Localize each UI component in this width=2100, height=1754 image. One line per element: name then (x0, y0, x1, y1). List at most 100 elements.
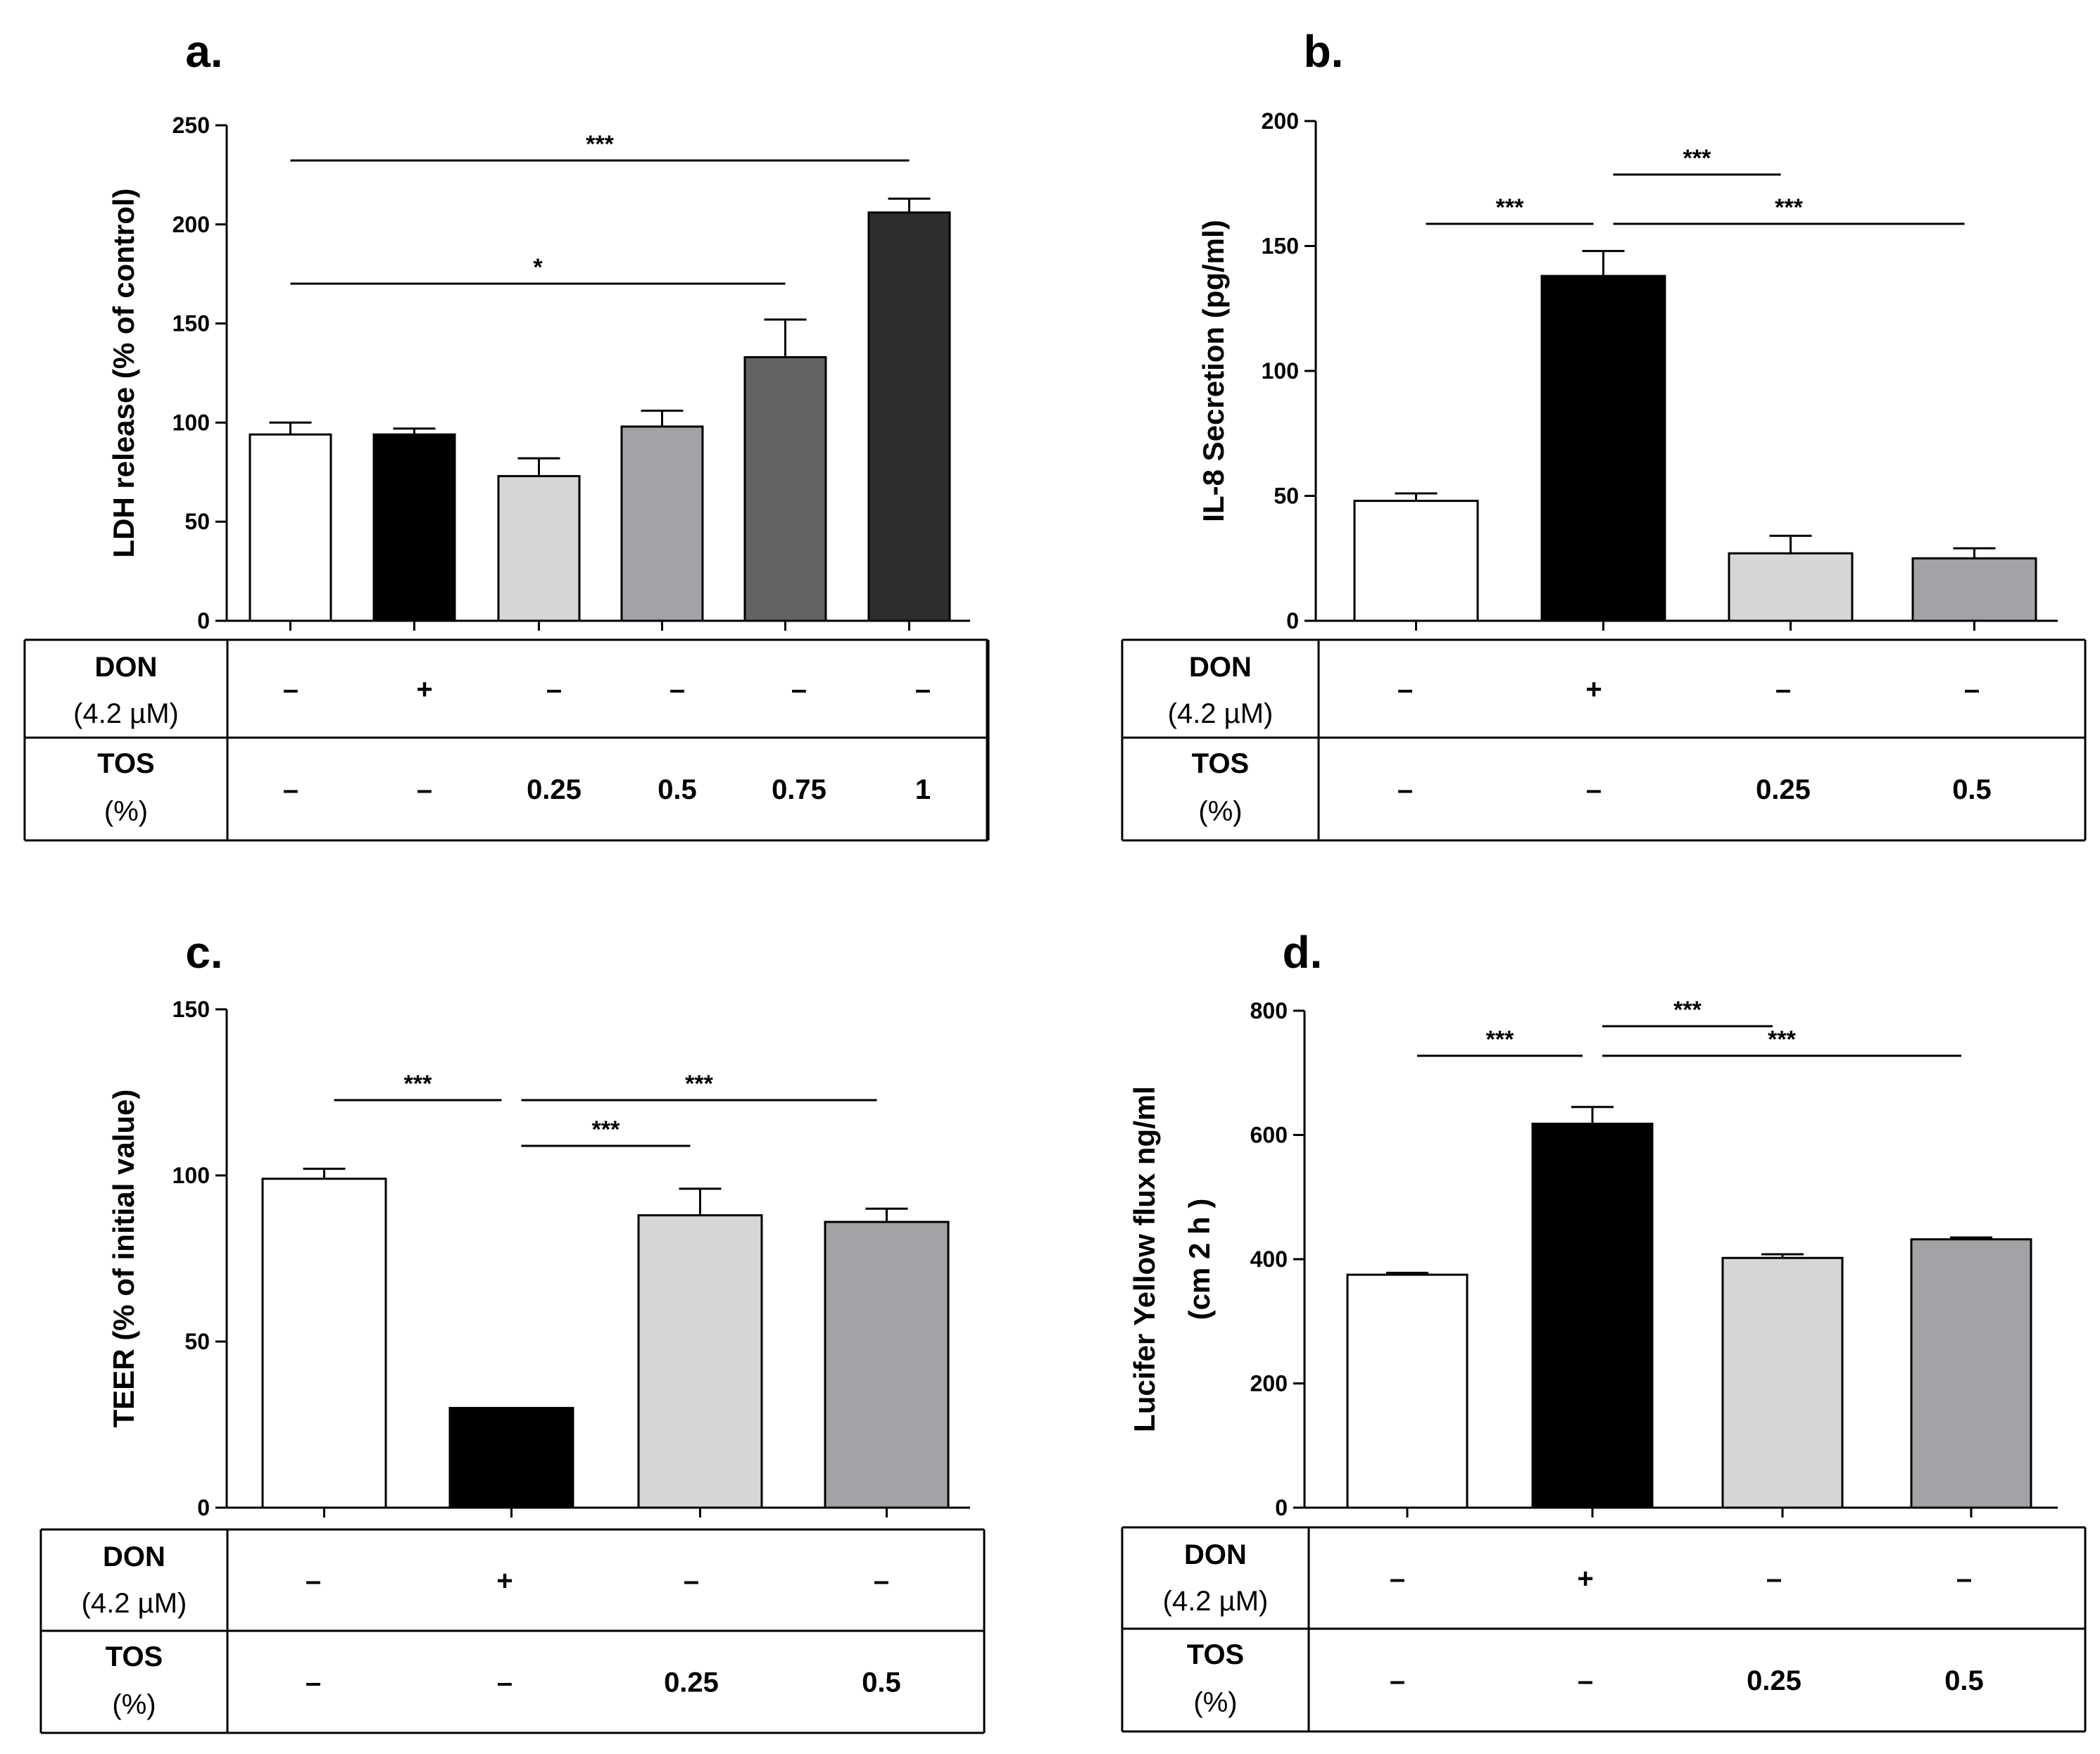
y-tick-label: 200 (172, 212, 210, 237)
significance-label: *** (1775, 194, 1803, 221)
table-don-concentration: (4.2 µM) (1168, 698, 1274, 729)
table-don-concentration: (4.2 µM) (82, 1588, 187, 1619)
table-tos-cell: 0.25 (664, 1667, 719, 1698)
y-tick-label: 150 (172, 997, 210, 1022)
bar (249, 433, 332, 622)
table-don-cell: – (1390, 1563, 1405, 1594)
table-don-cell: + (1577, 1563, 1593, 1594)
y-tick-label: 0 (197, 1495, 210, 1520)
y-tick-label: 0 (1286, 608, 1299, 633)
table-don-cell: – (874, 1565, 889, 1596)
table-tos-cell: 1 (915, 774, 931, 805)
panel-b: b. 0 50 100 150 200 IL-8 Secretion (pg/ml) *** *… (1121, 26, 2087, 842)
treatment-table: DON (4.2 µM) TOS (%) – + – – – – 0.25 0.5 (39, 1528, 986, 1734)
table-tos-label: TOS (106, 1641, 163, 1672)
table-don-concentration: (4.2 µM) (1163, 1586, 1269, 1617)
table-tos-unit: (%) (104, 796, 148, 827)
table-don-cell: – (669, 674, 685, 705)
y-axis-label-units: (cm 2 h ) (1183, 1199, 1216, 1320)
y-tick-label: 100 (172, 410, 210, 435)
table-don-cell: – (546, 674, 562, 705)
panel-letter: b. (1304, 26, 1344, 77)
y-tick-label: 800 (1250, 998, 1288, 1023)
table-don-cell: – (1766, 1563, 1782, 1594)
bar (1353, 500, 1479, 622)
significance-label: *** (404, 1071, 432, 1097)
table-tos-cell: 0.25 (1756, 774, 1811, 805)
treatment-table: DON (4.2 µM) TOS (%) – + – – – – – – 0.25 0.5 0.75 1 (23, 638, 990, 842)
treatment-table: DON (4.2 µM) TOS (%) – + – – – – 0.25 0.5 (1121, 1526, 2087, 1733)
bar (1540, 275, 1666, 622)
table-tos-cell: 0.75 (772, 774, 826, 805)
y-tick-label: 100 (1262, 358, 1299, 384)
significance-label: *** (1673, 997, 1702, 1023)
panel-letter: d. (1283, 927, 1323, 978)
table-don-cell: – (1397, 674, 1413, 705)
significance-label: *** (1486, 1026, 1514, 1053)
table-don-label: DON (1189, 652, 1252, 683)
table-don-cell: + (416, 674, 432, 705)
y-axis-label: TEER (% of initial value) (107, 1090, 140, 1428)
table-don-cell: – (1956, 1563, 1972, 1594)
table-tos-label: TOS (1192, 748, 1250, 779)
y-tick-label: 200 (1262, 108, 1299, 134)
y-tick-label: 100 (172, 1163, 210, 1188)
panel-letter: c. (185, 927, 222, 978)
y-tick-label: 50 (184, 1329, 210, 1354)
table-don-cell: – (791, 674, 807, 705)
table-tos-unit: (%) (112, 1689, 156, 1720)
table-don-cell: – (915, 674, 931, 705)
table-don-concentration: (4.2 µM) (73, 698, 179, 729)
panel-d: d. 0 200 400 600 800 Lucifer Yellow flux ng/ml… (1121, 927, 2087, 1733)
table-tos-unit: (%) (1193, 1687, 1237, 1718)
bar (743, 355, 827, 622)
bar (1531, 1123, 1654, 1509)
table-tos-unit: (%) (1198, 796, 1242, 827)
table-tos-label: TOS (97, 748, 155, 779)
panel-a: a. 0 50 100 150 200 250 LDH release (% of contr… (23, 26, 990, 842)
table-tos-cell: 0.25 (527, 774, 581, 805)
bar (1911, 557, 2037, 622)
y-tick-label: 400 (1250, 1247, 1288, 1272)
bar (1346, 1273, 1469, 1509)
bar (1910, 1238, 2032, 1509)
y-tick-label: 150 (1262, 234, 1299, 259)
table-don-cell: – (283, 674, 298, 705)
table-tos-cell: 0.5 (1952, 774, 1992, 805)
y-tick-label: 200 (1250, 1371, 1288, 1396)
significance-label: *** (1496, 194, 1524, 221)
significance-label: * (533, 254, 543, 281)
panel-letter: a. (185, 26, 222, 77)
table-tos-cell: 0.25 (1747, 1665, 1802, 1696)
bar (620, 425, 704, 622)
y-tick-label: 50 (184, 509, 210, 534)
table-tos-cell: – (283, 774, 298, 805)
bar (824, 1220, 950, 1509)
significance-label: *** (1768, 1026, 1796, 1053)
table-tos-label: TOS (1187, 1639, 1245, 1670)
bar (1728, 552, 1854, 622)
table-tos-cell: – (497, 1667, 513, 1698)
table-tos-cell: 0.5 (1944, 1665, 1984, 1696)
table-don-cell: – (1775, 674, 1791, 705)
table-tos-cell: 0.5 (658, 774, 697, 805)
treatment-table: DON (4.2 µM) TOS (%) – + – – – – 0.25 0.5 (1121, 638, 2087, 842)
table-don-cell: – (306, 1565, 321, 1596)
bar (637, 1214, 763, 1509)
significance-label: *** (685, 1071, 713, 1097)
y-axis-label: Lucifer Yellow flux ng/ml (1128, 1086, 1161, 1432)
table-tos-cell: – (306, 1667, 321, 1698)
bar (497, 474, 581, 622)
table-don-cell: – (1964, 674, 1980, 705)
panel-c: c. 0 50 100 150 TEER (% of initial value) *** *… (39, 927, 986, 1734)
y-tick-label: 150 (172, 311, 210, 336)
bar (867, 211, 951, 622)
table-don-label: DON (95, 652, 158, 683)
y-tick-label: 250 (172, 113, 210, 138)
bar (261, 1178, 387, 1509)
table-don-cell: + (1585, 674, 1602, 705)
significance-label: *** (592, 1116, 620, 1143)
bar (1721, 1256, 1844, 1509)
significance-label: *** (586, 131, 614, 158)
table-don-label: DON (103, 1541, 165, 1572)
